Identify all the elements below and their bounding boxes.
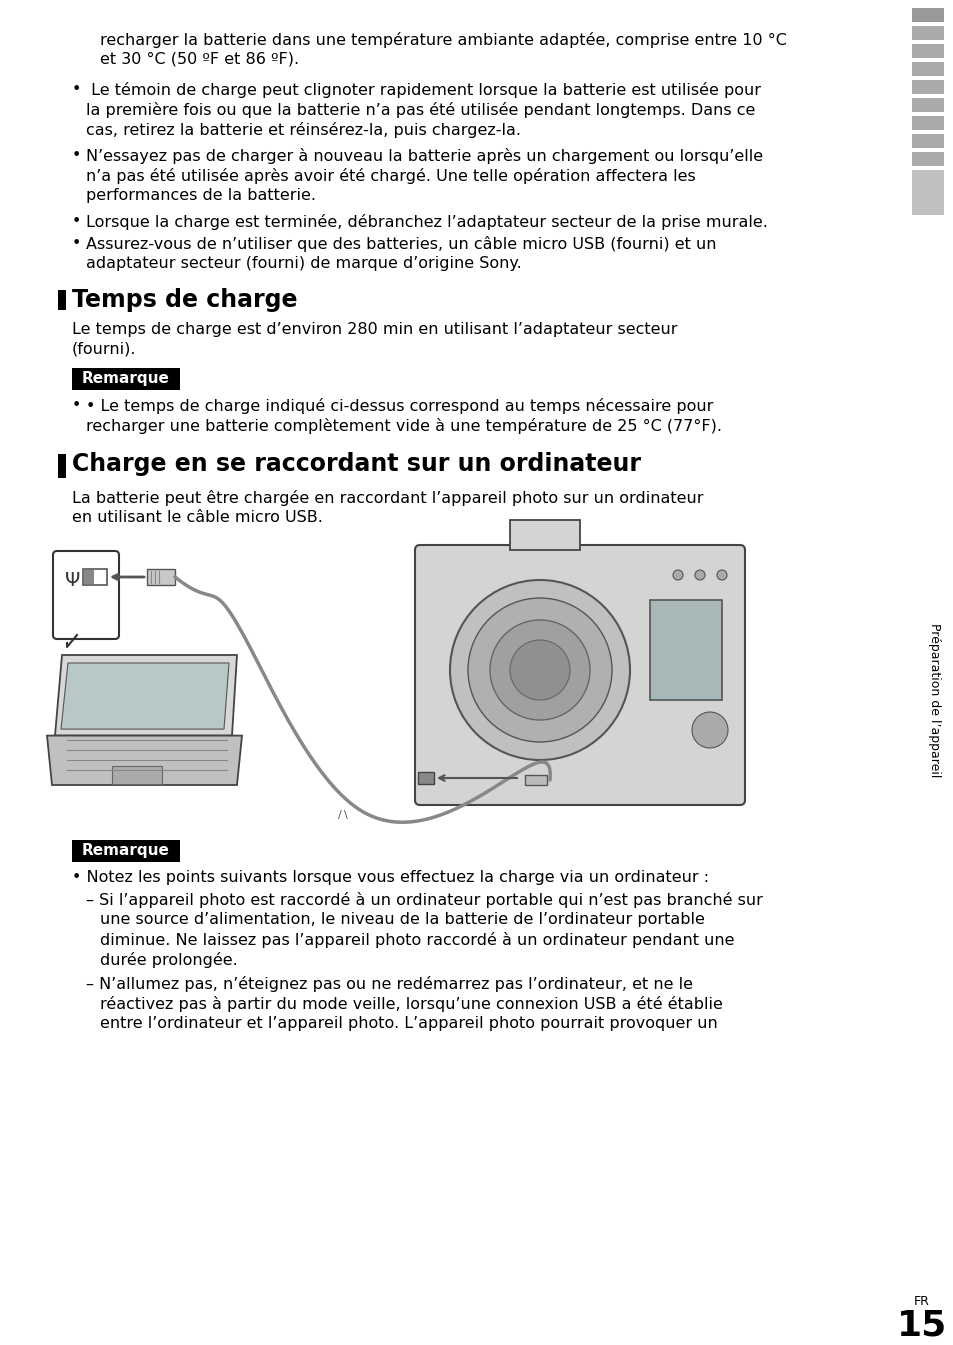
Text: •: • bbox=[71, 235, 81, 252]
Text: • Le temps de charge indiqué ci-dessus correspond au temps nécessaire pour: • Le temps de charge indiqué ci-dessus c… bbox=[86, 398, 713, 414]
Text: \: \ bbox=[344, 810, 348, 820]
Text: diminue. Ne laissez pas l’appareil photo raccordé à un ordinateur pendant une: diminue. Ne laissez pas l’appareil photo… bbox=[100, 932, 734, 948]
Text: 15: 15 bbox=[896, 1307, 946, 1342]
Text: une source d’alimentation, le niveau de la batterie de l’ordinateur portable: une source d’alimentation, le niveau de … bbox=[100, 912, 704, 927]
Bar bbox=[911, 44, 943, 58]
Bar bbox=[911, 98, 943, 112]
FancyBboxPatch shape bbox=[415, 545, 744, 806]
Circle shape bbox=[510, 640, 569, 699]
Text: Remarque: Remarque bbox=[82, 843, 170, 858]
Bar bbox=[911, 152, 943, 165]
Text: réactivez pas à partir du mode veille, lorsqu’une connexion USB a été établie: réactivez pas à partir du mode veille, l… bbox=[100, 997, 722, 1011]
Polygon shape bbox=[55, 655, 236, 736]
Bar bbox=[83, 569, 107, 585]
Bar bbox=[911, 169, 943, 215]
Text: • Notez les points suivants lorsque vous effectuez la charge via un ordinateur :: • Notez les points suivants lorsque vous… bbox=[71, 870, 708, 885]
Text: durée prolongée.: durée prolongée. bbox=[100, 952, 237, 968]
Text: •: • bbox=[71, 148, 81, 163]
Bar bbox=[911, 134, 943, 148]
Text: performances de la batterie.: performances de la batterie. bbox=[86, 188, 315, 203]
Text: La batterie peut être chargée en raccordant l’appareil photo sur un ordinateur: La batterie peut être chargée en raccord… bbox=[71, 490, 702, 506]
Text: adaptateur secteur (fourni) de marque d’origine Sony.: adaptateur secteur (fourni) de marque d’… bbox=[86, 256, 521, 270]
Text: Assurez-vous de n’utiliser que des batteries, un câble micro USB (fourni) et un: Assurez-vous de n’utiliser que des batte… bbox=[86, 235, 716, 252]
Text: (fourni).: (fourni). bbox=[71, 342, 136, 356]
Text: recharger une batterie complètement vide à une température de 25 °C (77°F).: recharger une batterie complètement vide… bbox=[86, 418, 721, 434]
Bar bbox=[58, 291, 66, 309]
Polygon shape bbox=[510, 521, 579, 550]
Bar bbox=[71, 841, 180, 862]
Text: /: / bbox=[337, 810, 341, 820]
Text: •: • bbox=[71, 398, 81, 413]
Circle shape bbox=[468, 599, 612, 742]
Text: Le témoin de charge peut clignoter rapidement lorsque la batterie est utilisée p: Le témoin de charge peut clignoter rapid… bbox=[86, 82, 760, 98]
Bar bbox=[911, 116, 943, 130]
Circle shape bbox=[490, 620, 589, 720]
Bar bbox=[911, 26, 943, 40]
Text: Lorsque la charge est terminée, débranchez l’adaptateur secteur de la prise mura: Lorsque la charge est terminée, débranch… bbox=[86, 214, 767, 230]
Text: la première fois ou que la batterie n’a pas été utilisée pendant longtemps. Dans: la première fois ou que la batterie n’a … bbox=[86, 102, 755, 118]
Text: Préparation de l’appareil: Préparation de l’appareil bbox=[927, 623, 941, 777]
Polygon shape bbox=[47, 736, 242, 785]
Bar bbox=[147, 569, 174, 585]
Polygon shape bbox=[61, 663, 229, 729]
Text: recharger la batterie dans une température ambiante adaptée, comprise entre 10 °: recharger la batterie dans une températu… bbox=[100, 32, 786, 48]
Text: FR: FR bbox=[913, 1295, 929, 1307]
FancyBboxPatch shape bbox=[53, 551, 119, 639]
Bar bbox=[84, 570, 94, 584]
Text: N’essayez pas de charger à nouveau la batterie après un chargement ou lorsqu’ell: N’essayez pas de charger à nouveau la ba… bbox=[86, 148, 762, 164]
Text: Charge en se raccordant sur un ordinateur: Charge en se raccordant sur un ordinateu… bbox=[71, 452, 640, 476]
Bar bbox=[417, 772, 434, 784]
Bar bbox=[911, 8, 943, 22]
Text: Le temps de charge est d’environ 280 min en utilisant l’adaptateur secteur: Le temps de charge est d’environ 280 min… bbox=[71, 321, 677, 338]
Text: •: • bbox=[71, 82, 81, 97]
Bar bbox=[911, 79, 943, 94]
Text: – N’allumez pas, n’éteignez pas ou ne redémarrez pas l’ordinateur, et ne le: – N’allumez pas, n’éteignez pas ou ne re… bbox=[86, 976, 692, 993]
Bar bbox=[649, 600, 721, 699]
Text: n’a pas été utilisée après avoir été chargé. Une telle opération affectera les: n’a pas été utilisée après avoir été cha… bbox=[86, 168, 695, 184]
Circle shape bbox=[672, 570, 682, 580]
Text: Remarque: Remarque bbox=[82, 371, 170, 386]
Text: Temps de charge: Temps de charge bbox=[71, 288, 297, 312]
Circle shape bbox=[717, 570, 726, 580]
Bar bbox=[524, 775, 546, 785]
Text: et 30 °C (50 ºF et 86 ºF).: et 30 °C (50 ºF et 86 ºF). bbox=[100, 52, 299, 67]
Bar bbox=[112, 765, 162, 784]
Text: •: • bbox=[71, 214, 81, 229]
Bar bbox=[911, 62, 943, 77]
Circle shape bbox=[691, 712, 727, 748]
Circle shape bbox=[450, 580, 629, 760]
Text: Ψ: Ψ bbox=[65, 570, 81, 589]
Text: – Si l’appareil photo est raccordé à un ordinateur portable qui n’est pas branch: – Si l’appareil photo est raccordé à un … bbox=[86, 892, 762, 908]
Bar bbox=[58, 455, 66, 477]
Text: entre l’ordinateur et l’appareil photo. L’appareil photo pourrait provoquer un: entre l’ordinateur et l’appareil photo. … bbox=[100, 1015, 717, 1032]
Text: en utilisant le câble micro USB.: en utilisant le câble micro USB. bbox=[71, 510, 322, 525]
Circle shape bbox=[695, 570, 704, 580]
Text: cas, retirez la batterie et réinsérez-la, puis chargez-la.: cas, retirez la batterie et réinsérez-la… bbox=[86, 122, 520, 139]
Bar bbox=[71, 369, 180, 390]
